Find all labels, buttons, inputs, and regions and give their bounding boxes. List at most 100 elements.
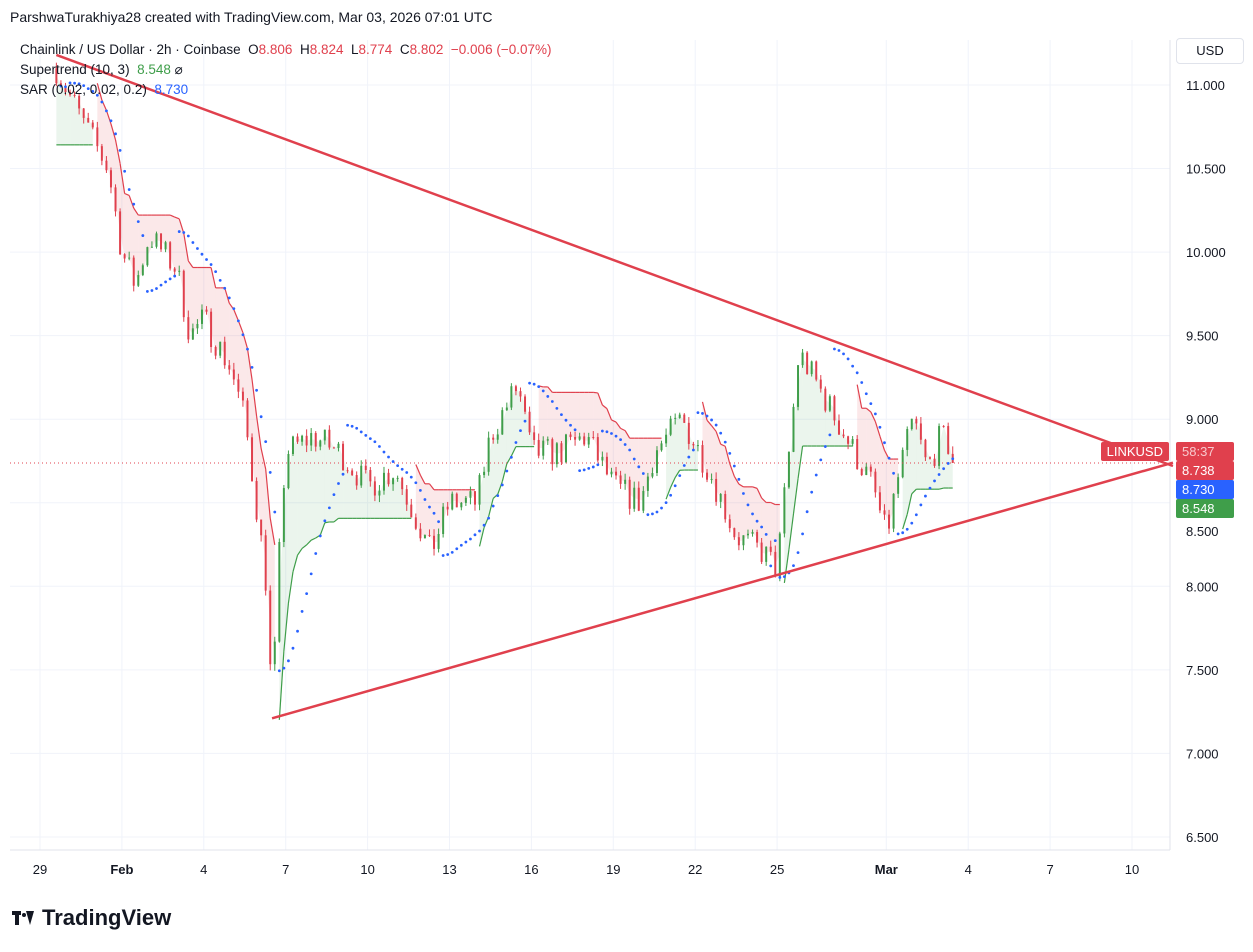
sar-dot — [127, 188, 131, 191]
supertrend-fill — [602, 404, 607, 466]
sar-dot — [582, 468, 586, 472]
supertrend-fill — [465, 489, 471, 501]
sar-dot — [368, 437, 372, 441]
candle-body — [100, 146, 103, 161]
supertrend-fill — [857, 384, 862, 473]
supertrend-fill — [738, 484, 744, 542]
candle-body — [373, 481, 376, 496]
candle-body — [865, 466, 868, 476]
supertrend-fill — [647, 438, 653, 484]
candle-body — [442, 506, 445, 534]
supertrend-fill — [934, 445, 940, 490]
supertrend-line — [611, 419, 617, 423]
supertrend-fill — [188, 260, 193, 334]
supertrend-fill — [761, 498, 767, 555]
supertrend-fill — [424, 483, 430, 537]
symbol-title[interactable]: Chainlink / US Dollar · 2h · Coinbase — [20, 42, 241, 57]
supertrend-fill — [133, 208, 139, 281]
sar-dot — [350, 424, 354, 428]
supertrend-fill — [70, 93, 75, 145]
supertrend-fill — [452, 489, 457, 502]
supertrend-fill — [916, 421, 921, 490]
supertrend-line — [597, 392, 603, 406]
supertrend-fill — [693, 444, 698, 471]
supertrend-fill — [288, 445, 293, 604]
supertrend-label[interactable]: Supertrend (10, 3) — [20, 62, 130, 77]
sar-dot — [437, 520, 440, 524]
supertrend-line — [174, 216, 180, 220]
candle-body — [496, 434, 499, 440]
sar-dot — [714, 423, 718, 427]
supertrend-line — [733, 476, 740, 485]
supertrend-fill — [538, 385, 544, 449]
supertrend-line — [415, 464, 421, 476]
supertrend-fill — [766, 502, 771, 555]
sar-dot — [218, 278, 222, 282]
sar-dot — [446, 553, 450, 556]
supertrend-fill — [97, 83, 102, 154]
y-tick-label: 9.500 — [1186, 329, 1219, 344]
candle-body — [555, 443, 558, 465]
sar-dot — [737, 477, 741, 481]
sar-dot — [341, 472, 345, 476]
supertrend-fill — [242, 332, 248, 419]
supertrend-fill — [757, 488, 762, 553]
supertrend-fill — [343, 456, 348, 519]
sar-dot — [473, 533, 477, 537]
candle-body — [91, 122, 94, 128]
candle-body — [173, 268, 176, 272]
supertrend-fill — [434, 489, 439, 543]
supertrend-fill — [629, 438, 635, 499]
sar-dot — [109, 119, 113, 123]
supertrend-fill — [370, 475, 375, 519]
supertrend-fill — [666, 426, 671, 500]
sar-dot — [459, 543, 463, 547]
candle-body — [323, 429, 326, 441]
candle-body — [205, 309, 208, 312]
sar-dot — [114, 132, 117, 136]
supertrend-fill — [529, 422, 535, 447]
sar-dot — [505, 469, 509, 473]
supertrend-fill — [211, 267, 216, 352]
sar-dot — [105, 109, 108, 113]
sar-dot — [464, 540, 468, 544]
price-tag: 8.738 — [1176, 461, 1234, 480]
candle-body — [433, 535, 436, 549]
supertrend-fill — [443, 489, 448, 521]
y-tick-label: 6.500 — [1186, 830, 1219, 845]
sar-dot — [141, 234, 145, 237]
supertrend-fill — [165, 215, 171, 256]
open-value: 8.806 — [258, 42, 293, 57]
tradingview-logo[interactable]: TradingView — [12, 905, 171, 931]
supertrend-fill — [174, 217, 180, 272]
supertrend-line — [301, 544, 307, 549]
sar-label[interactable]: SAR (0.02, 0.02, 0.2) — [20, 82, 147, 97]
supertrend-fill — [543, 386, 548, 449]
candle-body — [774, 551, 777, 577]
sar-dot — [359, 430, 363, 434]
candle-body — [756, 532, 759, 543]
candle-body — [574, 437, 577, 440]
supertrend-fill — [747, 486, 753, 535]
supertrend-line — [711, 425, 717, 432]
y-tick-label: 8.000 — [1186, 579, 1219, 594]
x-tick-label: 19 — [606, 862, 620, 877]
candle-body — [696, 445, 699, 447]
sar-dot — [673, 484, 677, 488]
hidden-icon[interactable]: ⌀ — [174, 62, 183, 77]
sar-dot — [596, 463, 600, 467]
sar-dot — [191, 241, 195, 244]
candle-body — [378, 490, 381, 496]
supertrend-line — [429, 483, 435, 491]
supertrend-fill — [201, 267, 207, 317]
supertrend-fill — [247, 348, 253, 460]
candle-body — [187, 317, 190, 340]
supertrend-fill — [593, 392, 598, 449]
y-tick-label: 10.000 — [1186, 245, 1226, 260]
supertrend-line — [169, 214, 175, 218]
currency-button[interactable]: USD — [1176, 38, 1244, 64]
supertrend-fill — [588, 392, 594, 441]
candle-body — [733, 528, 736, 538]
candle-body — [624, 479, 627, 484]
